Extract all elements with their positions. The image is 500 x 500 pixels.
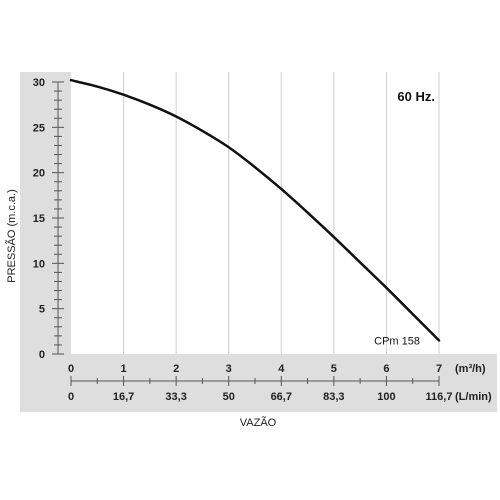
y-tick-label: 0 <box>39 349 45 361</box>
x-tick-label-lmin: 116,7 <box>426 391 453 403</box>
y-tick-label: 5 <box>39 304 45 316</box>
x-tick-label-lmin: 50 <box>223 391 235 403</box>
y-axis-title: PRESSÃO (m.c.a.) <box>5 189 18 283</box>
x-tick-label-m3h: 0 <box>68 363 74 375</box>
series-layer: CPm 158 <box>69 78 441 347</box>
x-unit-m3h: (m³/h) <box>455 363 486 375</box>
x-tick-label-m3h: 5 <box>331 363 337 375</box>
x-tick-label-lmin: 0 <box>68 391 74 403</box>
series-label: CPm 158 <box>374 335 420 347</box>
x-unit-lmin: (L/min) <box>455 391 492 403</box>
x-tick-label-lmin: 83,3 <box>323 391 344 403</box>
frequency-label: 60 Hz. <box>397 89 435 104</box>
x-axis-title: VAZÃO <box>240 416 277 429</box>
x-tick-label-m3h: 3 <box>226 363 232 375</box>
y-tick-label: 15 <box>33 213 45 225</box>
x-tick-label-m3h: 7 <box>436 363 442 375</box>
x-tick-label-m3h: 6 <box>383 363 389 375</box>
y-tick-label: 20 <box>33 168 45 180</box>
y-axis: 0 5 10 15 20 25 30 <box>33 77 64 361</box>
y-tick-label: 30 <box>33 77 45 89</box>
x-tick-label-m3h: 2 <box>173 363 179 375</box>
x-tick-label-lmin: 16,7 <box>113 391 134 403</box>
x-tick-label-lmin: 66,7 <box>271 391 292 403</box>
x-axis-band <box>20 354 497 412</box>
y-tick-label: 25 <box>33 122 45 134</box>
x-tick-label-lmin: 33,3 <box>165 391 186 403</box>
x-tick-label-m3h: 1 <box>121 363 127 375</box>
x-tick-label-m3h: 4 <box>278 363 285 375</box>
grid <box>123 72 440 354</box>
x-axis: 0 1 2 3 4 5 6 7 0 16,7 33,3 50 66,7 83,3 100 116,7 <box>68 363 453 403</box>
y-tick-label: 10 <box>33 258 45 270</box>
series-line <box>69 78 441 342</box>
x-tick-label-lmin: 100 <box>377 391 395 403</box>
plot-area <box>71 72 439 354</box>
